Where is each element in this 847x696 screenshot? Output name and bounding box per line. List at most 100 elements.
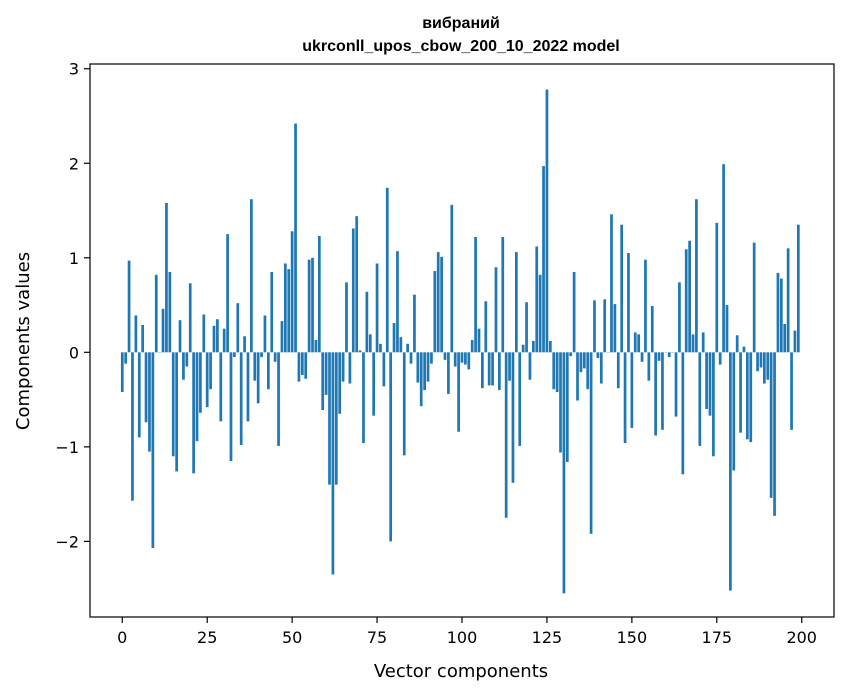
- bar: [365, 291, 369, 353]
- bar: [216, 319, 219, 353]
- bar: [273, 352, 277, 362]
- bar: [168, 271, 172, 353]
- bar: [684, 249, 688, 353]
- bar: [436, 252, 440, 353]
- bar: [314, 340, 318, 353]
- bar: [674, 352, 678, 417]
- bar: [603, 299, 607, 353]
- bar: [131, 352, 134, 501]
- bar: [192, 352, 195, 474]
- bar: [746, 352, 749, 440]
- bar: [161, 308, 165, 353]
- bar: [165, 202, 168, 353]
- bar: [504, 352, 508, 518]
- x-axis-ticks: 0 25 50 75 100 125 150 175 200: [117, 617, 817, 647]
- bar: [695, 199, 698, 353]
- bar: [419, 352, 423, 407]
- bar: [678, 282, 681, 353]
- bar: [759, 352, 763, 368]
- bar: [525, 302, 528, 353]
- bar: [633, 332, 637, 353]
- bar: [773, 352, 776, 516]
- bar: [382, 352, 386, 387]
- bar: [667, 352, 671, 358]
- x-tick-label: 175: [702, 628, 733, 647]
- bar: [712, 352, 715, 457]
- bar: [498, 352, 501, 391]
- bar: [355, 216, 359, 353]
- bar: [253, 352, 257, 381]
- bar: [375, 263, 379, 353]
- bar: [718, 352, 722, 365]
- bar: [178, 320, 182, 353]
- x-tick-label: 25: [197, 628, 217, 647]
- bar: [613, 304, 617, 353]
- bar: [620, 224, 624, 353]
- bar: [413, 294, 416, 353]
- bar: [321, 352, 325, 410]
- bar: [450, 204, 454, 353]
- bar: [752, 242, 756, 353]
- bar: [137, 352, 141, 438]
- bar: [725, 305, 729, 353]
- x-axis-label: Vector components: [374, 661, 548, 682]
- bar: [739, 352, 742, 433]
- bar: [610, 214, 613, 353]
- bar: [399, 337, 403, 353]
- bar: [708, 352, 712, 416]
- bar: [511, 352, 515, 483]
- bar: [256, 352, 260, 404]
- bar-series: [120, 89, 800, 594]
- bar: [518, 352, 522, 446]
- bar: [304, 352, 308, 379]
- bar: [453, 352, 457, 367]
- bar: [688, 240, 691, 353]
- bar: [396, 251, 399, 353]
- bar: [120, 352, 124, 393]
- y-tick-label: 3: [69, 60, 79, 79]
- chart-title-line-1: вибраний: [422, 15, 500, 32]
- bar: [647, 352, 651, 381]
- bar: [250, 199, 253, 353]
- bar: [477, 328, 481, 353]
- bar: [735, 335, 739, 353]
- bar: [188, 283, 192, 353]
- bar: [487, 352, 491, 386]
- bar: [134, 315, 138, 353]
- bar: [627, 253, 630, 353]
- bar: [212, 325, 216, 353]
- bar: [729, 352, 732, 591]
- bar: [474, 236, 477, 353]
- bar: [528, 352, 532, 380]
- y-tick-label: 1: [69, 249, 79, 268]
- bar: [654, 352, 657, 436]
- bar: [263, 315, 267, 353]
- bar: [185, 352, 189, 367]
- bar: [644, 259, 647, 353]
- bar: [287, 269, 291, 353]
- x-tick-label: 125: [532, 628, 563, 647]
- bar: [447, 352, 450, 394]
- x-tick-label: 100: [447, 628, 478, 647]
- bar: [467, 352, 471, 370]
- bar: [790, 352, 793, 430]
- bar: [362, 352, 365, 444]
- bar: [148, 352, 151, 452]
- bar: [144, 352, 148, 423]
- y-tick-label: −1: [55, 438, 79, 457]
- bar: [494, 267, 498, 353]
- bar: [222, 328, 226, 353]
- bar: [715, 222, 719, 353]
- bar: [226, 234, 229, 353]
- bar: [334, 352, 338, 485]
- bar: [151, 352, 155, 548]
- bar: [409, 352, 413, 364]
- y-tick-label: 2: [69, 154, 79, 173]
- bar: [406, 343, 409, 353]
- bar: [630, 352, 634, 428]
- bar: [548, 340, 552, 353]
- bar: [599, 352, 603, 384]
- bar: [233, 352, 236, 358]
